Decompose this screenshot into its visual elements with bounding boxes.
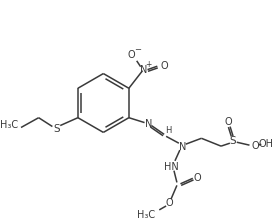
Text: H₃C: H₃C [137,210,156,220]
Text: +: + [145,60,152,69]
Text: O: O [165,198,173,208]
Text: H₃C: H₃C [0,119,18,130]
Text: −: − [134,46,141,55]
Text: HN: HN [164,162,178,172]
Text: S: S [53,125,60,134]
Text: O: O [224,117,232,127]
Text: N: N [145,119,152,128]
Text: O: O [251,141,259,151]
Text: O: O [194,172,201,183]
Text: O: O [160,61,168,71]
Text: H: H [165,126,171,135]
Text: OH: OH [259,139,274,149]
Text: S: S [230,136,236,146]
Text: N: N [179,142,187,152]
Text: O: O [128,50,136,60]
Text: N: N [140,65,147,75]
